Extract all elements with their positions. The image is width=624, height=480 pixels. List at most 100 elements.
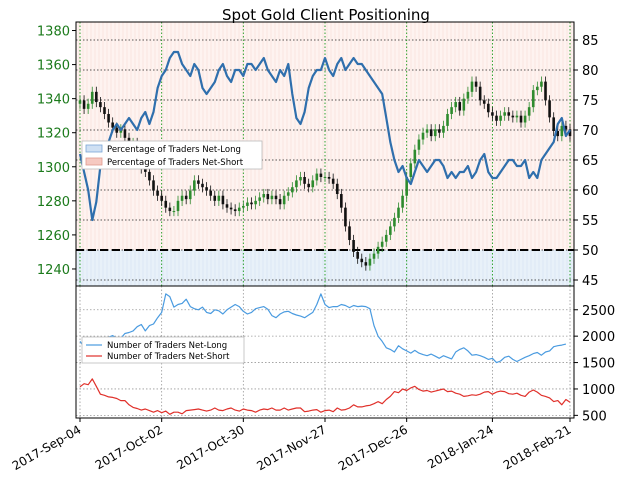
- candle-body: [209, 190, 212, 196]
- candle-body: [184, 195, 188, 200]
- candle-body: [123, 129, 127, 138]
- top-panel: 1240 1260 1280 1300 1320 1340 1360 1380 45 50 55 60…: [37, 21, 599, 289]
- candle-body: [319, 173, 323, 177]
- candle-body: [495, 115, 498, 121]
- x-axis-tick-label: 2018-Jan-24: [425, 422, 496, 471]
- candle-body: [568, 129, 572, 137]
- candle-body: [86, 103, 90, 109]
- candle-body: [148, 171, 151, 181]
- candle-body: [348, 226, 351, 241]
- candle-body: [372, 253, 376, 259]
- candle-body: [417, 139, 421, 150]
- candle-body: [491, 112, 494, 116]
- candle-body: [90, 91, 94, 104]
- candle-body: [519, 115, 523, 123]
- left-axis-tick-label: 1380: [37, 25, 70, 40]
- left-axis-tick-label: 1240: [37, 263, 70, 278]
- left-axis-tick-label: 1320: [37, 127, 70, 142]
- candle-body: [384, 234, 388, 242]
- candle-body: [511, 115, 515, 118]
- candle-body: [78, 100, 82, 104]
- candle-body: [536, 86, 539, 91]
- chart-title: Spot Gold Client Positioning: [222, 6, 430, 24]
- candle-body: [503, 112, 506, 116]
- candle-body: [389, 226, 392, 235]
- candle-body: [213, 195, 217, 201]
- candle-body: [205, 187, 208, 191]
- right-axis-tick-label: 80: [582, 64, 599, 79]
- x-axis-tick-label: 2017-Oct-30: [174, 422, 246, 472]
- net-long-percentage-line: [78, 50, 571, 222]
- candle-body: [429, 129, 433, 137]
- candle-body: [172, 211, 176, 213]
- legend-box: [81, 140, 263, 170]
- net-long-count-line: [79, 293, 567, 364]
- candle-body: [360, 258, 364, 263]
- candle-body: [393, 217, 396, 227]
- candle-body: [282, 195, 286, 205]
- candle-body: [217, 195, 221, 201]
- candle-body: [331, 178, 335, 184]
- candle-body: [499, 115, 502, 121]
- candle-body: [413, 149, 417, 164]
- right-axis-tick-label: 65: [582, 154, 599, 169]
- candle-body: [401, 195, 404, 208]
- x-axis-tick-label: 2017-Dec-26: [336, 422, 410, 473]
- candle-body: [352, 240, 355, 252]
- right-axis-tick-label: 45: [582, 274, 599, 289]
- candle-body: [478, 86, 482, 101]
- left-axis-tick-label: 1300: [37, 161, 70, 176]
- candle-body: [266, 194, 270, 200]
- candle-body: [515, 115, 519, 118]
- candle-body: [225, 204, 229, 208]
- right-axis-tick-label: 60: [582, 184, 599, 199]
- candle-body: [237, 207, 241, 212]
- candle-body: [107, 113, 110, 123]
- candle-body: [274, 195, 278, 200]
- candle-body: [152, 180, 155, 191]
- candle-body: [560, 125, 564, 137]
- candle-body: [323, 176, 327, 178]
- candle-body: [474, 81, 478, 87]
- candle-body: [286, 192, 290, 196]
- candle-body: [307, 183, 310, 188]
- candle-body: [376, 246, 380, 254]
- candle-body: [397, 207, 400, 218]
- candle-body: [262, 194, 266, 198]
- candle-body: [278, 199, 282, 205]
- candle-body: [470, 81, 474, 92]
- x-axis-tick-label: 2017-Nov-27: [254, 422, 328, 473]
- candle-body: [311, 180, 315, 188]
- left-axis-tick-label: 1260: [37, 229, 70, 244]
- candle-body: [303, 176, 306, 184]
- candle-body: [180, 195, 184, 201]
- candle-body: [95, 91, 98, 103]
- left-axis-tick-label: 1340: [37, 93, 70, 108]
- legend-label: Number of Traders Net-Short: [107, 352, 230, 362]
- candle-body: [482, 100, 486, 104]
- candle-body: [193, 180, 196, 191]
- candle-body: [344, 207, 347, 227]
- right-axis-tick-label: 55: [582, 214, 599, 229]
- x-axis-tick-label: 2017-Oct-02: [93, 422, 165, 472]
- candle-body: [446, 113, 449, 126]
- candle-body: [115, 127, 119, 133]
- top-legend: Percentage of Traders Net-Long Percentage…: [81, 140, 263, 170]
- candle-body: [548, 100, 551, 118]
- candle-body: [405, 176, 408, 196]
- candle-body: [315, 173, 319, 181]
- candle-body: [291, 187, 294, 193]
- candle-body: [466, 91, 470, 99]
- candle-body: [425, 129, 429, 133]
- candle-body: [556, 131, 560, 137]
- candle-body: [197, 180, 200, 184]
- right-axis-tick-label: 50: [582, 244, 599, 259]
- candle-body: [188, 190, 192, 200]
- legend-box: [81, 336, 245, 364]
- candle-body: [340, 194, 343, 208]
- candle-body: [168, 207, 172, 212]
- candle-body: [270, 195, 274, 200]
- candle-body: [295, 180, 298, 188]
